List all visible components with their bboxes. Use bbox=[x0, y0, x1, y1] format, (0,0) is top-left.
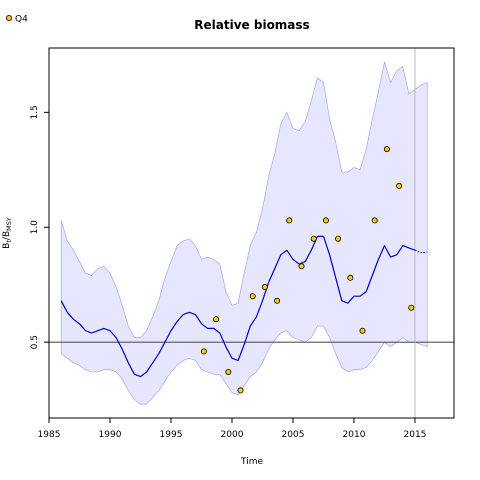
y-tick-label: 0.5 bbox=[30, 335, 40, 349]
legend: Q4 bbox=[6, 15, 28, 25]
observation-point bbox=[286, 217, 293, 224]
y-tick-label: 1.0 bbox=[30, 220, 40, 235]
y-axis: 0.5 1.0 1.5 bbox=[30, 105, 49, 349]
observation-point bbox=[200, 348, 207, 355]
observation-point bbox=[335, 235, 342, 242]
projection-line bbox=[414, 249, 428, 253]
y-tick-label: 1.5 bbox=[30, 105, 40, 119]
observation-point bbox=[322, 217, 329, 224]
observation-point bbox=[371, 217, 378, 224]
estimate-line bbox=[60, 235, 416, 378]
y-label-sub: t bbox=[5, 240, 13, 243]
observation-point bbox=[359, 327, 366, 334]
observation-point bbox=[298, 263, 305, 270]
observation-point bbox=[274, 297, 281, 304]
x-tick-label: 2015 bbox=[404, 430, 427, 440]
x-tick-label: 1990 bbox=[99, 430, 122, 440]
x-tick-label: 1995 bbox=[160, 430, 183, 440]
plot-frame bbox=[48, 47, 455, 419]
x-axis-label: Time bbox=[240, 457, 263, 467]
observation-point bbox=[383, 146, 390, 153]
observation-point bbox=[249, 293, 256, 300]
y-label-sub2: MSY bbox=[5, 217, 13, 231]
x-tick-label: 2000 bbox=[221, 430, 244, 440]
x-axis: 1985 1990 1995 2000 2005 2010 2015 bbox=[38, 418, 427, 440]
y-axis-label: Bt/BMSY bbox=[2, 217, 13, 249]
legend-marker-q4 bbox=[6, 14, 12, 21]
chart-title: Relative biomass bbox=[194, 18, 309, 32]
x-tick-label: 2010 bbox=[343, 430, 366, 440]
legend-label-q4: Q4 bbox=[15, 15, 28, 25]
observation-point bbox=[225, 368, 232, 375]
observation-point bbox=[396, 182, 403, 189]
x-tick-label: 2005 bbox=[282, 430, 305, 440]
observation-point bbox=[347, 274, 354, 281]
plot-area bbox=[49, 48, 454, 418]
observation-point bbox=[213, 316, 220, 323]
confidence-band bbox=[60, 61, 428, 405]
x-tick-label: 1985 bbox=[38, 430, 61, 440]
observation-point bbox=[261, 283, 268, 290]
observation-point bbox=[408, 304, 415, 311]
y-label-mid: /B bbox=[2, 231, 12, 240]
observation-point bbox=[237, 387, 244, 394]
y-label-main: B bbox=[2, 243, 12, 249]
observation-point bbox=[310, 235, 317, 242]
